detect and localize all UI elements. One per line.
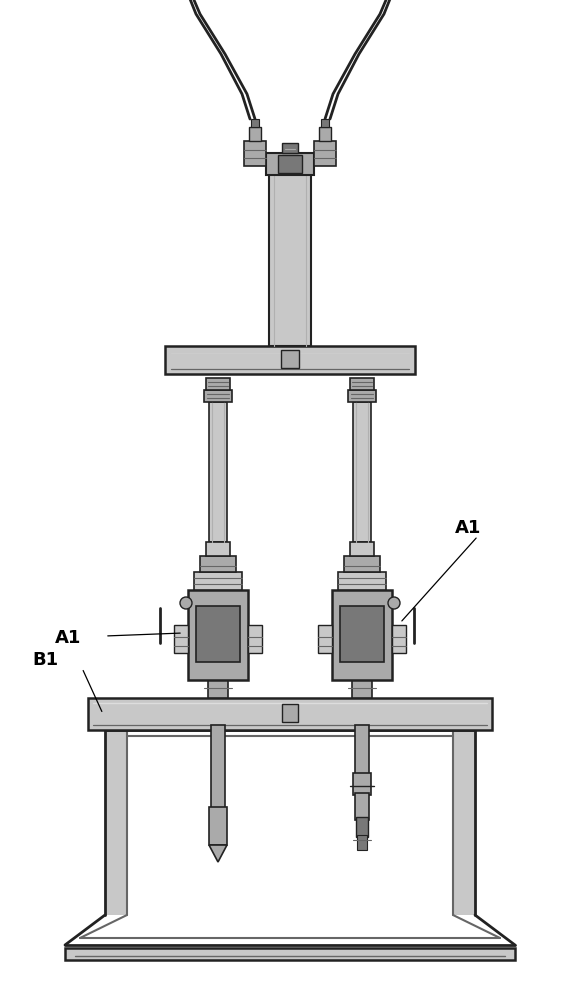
Bar — [200, 556, 236, 572]
Bar — [453, 730, 475, 915]
Bar — [348, 390, 376, 402]
Bar — [249, 127, 261, 141]
Bar — [318, 625, 332, 653]
Bar — [314, 141, 336, 166]
Bar — [65, 948, 515, 960]
Bar — [352, 680, 372, 698]
Bar — [278, 155, 302, 173]
Bar — [208, 680, 228, 698]
Bar — [355, 725, 369, 775]
Polygon shape — [209, 845, 227, 862]
Bar — [105, 730, 127, 915]
Bar — [266, 153, 314, 175]
Text: A1: A1 — [455, 519, 481, 537]
Bar — [244, 141, 266, 166]
Bar — [321, 119, 329, 127]
Bar — [392, 625, 406, 653]
Bar — [340, 606, 384, 662]
Bar — [211, 725, 225, 810]
Bar — [332, 590, 392, 680]
Bar — [204, 390, 232, 402]
Bar — [209, 402, 227, 542]
Circle shape — [180, 597, 192, 609]
Bar — [248, 625, 262, 653]
Bar — [251, 119, 259, 127]
Bar — [269, 161, 311, 346]
Bar — [353, 402, 371, 542]
Bar — [356, 817, 368, 837]
Bar — [350, 542, 374, 556]
Bar — [357, 835, 367, 850]
Bar — [206, 542, 230, 556]
Bar — [165, 346, 415, 374]
Bar — [281, 350, 299, 368]
Bar — [353, 773, 371, 795]
Bar — [344, 556, 380, 572]
Bar — [355, 793, 369, 820]
Text: B1: B1 — [32, 651, 58, 669]
Bar — [209, 807, 227, 845]
Bar — [188, 590, 248, 680]
Bar — [194, 572, 242, 590]
Bar — [282, 704, 298, 722]
Bar — [206, 378, 230, 390]
Circle shape — [388, 597, 400, 609]
Bar — [319, 127, 331, 141]
Bar — [196, 606, 240, 662]
Bar — [282, 143, 298, 153]
Text: A1: A1 — [55, 629, 81, 647]
Bar — [174, 625, 188, 653]
Bar — [338, 572, 386, 590]
Bar — [88, 698, 492, 730]
Bar — [350, 378, 374, 390]
Bar — [127, 730, 453, 915]
